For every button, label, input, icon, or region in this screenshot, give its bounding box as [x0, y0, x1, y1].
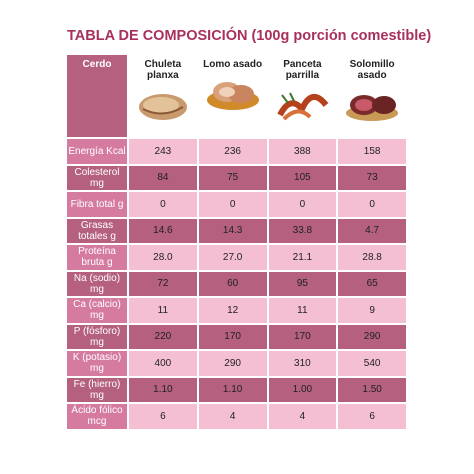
- table-row: K (potasio) mg 400 290 310 540: [65, 349, 408, 378]
- row-label: Ácido fólico mcg: [65, 402, 129, 431]
- table-row: Ácido fólico mcg 6 4 4 6: [65, 402, 408, 431]
- cell: 170: [266, 322, 339, 351]
- cell: 290: [196, 349, 269, 378]
- cell: 158: [336, 137, 408, 166]
- cell: 75: [196, 163, 269, 192]
- food-photo: [206, 82, 259, 110]
- table-row: Energía Kcal 243 236 388 158: [65, 137, 408, 166]
- cell: 33.8: [266, 216, 339, 245]
- cell: 11: [266, 296, 339, 325]
- cell: 220: [127, 322, 199, 351]
- column-name: Solomillo asado: [349, 59, 395, 81]
- cell: 1.50: [336, 375, 408, 404]
- food-photo: [138, 94, 187, 120]
- column-header: Lomo asado: [196, 53, 269, 139]
- cell: 4.7: [336, 216, 408, 245]
- cell: 84: [127, 163, 199, 192]
- table-row: Fe (hierro) mg 1.10 1.10 1.00 1.50: [65, 375, 408, 404]
- cell: 1.10: [127, 375, 199, 404]
- table-row: Na (sodio) mg 72 60 95 65: [65, 269, 408, 298]
- table-row: Grasas totales g 14.6 14.3 33.8 4.7: [65, 216, 408, 245]
- column-name: Lomo asado: [203, 59, 263, 70]
- cell: 12: [196, 296, 269, 325]
- food-photo: [346, 95, 399, 121]
- row-label: Colesterol mg: [65, 163, 129, 192]
- cell: 4: [196, 402, 269, 431]
- cell: 60: [196, 269, 269, 298]
- column-header: Chuleta planxa: [127, 53, 199, 139]
- cell: 73: [336, 163, 408, 192]
- cell: 1.00: [266, 375, 339, 404]
- cell: 243: [127, 137, 199, 166]
- cell: 236: [196, 137, 269, 166]
- cell: 400: [127, 349, 199, 378]
- row-label: Na (sodio) mg: [65, 269, 129, 298]
- row-label: K (potasio) mg: [65, 349, 129, 378]
- cell: 4: [266, 402, 339, 431]
- cell: 21.1: [266, 243, 339, 272]
- cell: 1.10: [196, 375, 269, 404]
- cell: 6: [336, 402, 408, 431]
- table-body: Energía Kcal 243 236 388 158 Colesterol mg 84 7…: [65, 137, 408, 431]
- cell: 290: [336, 322, 408, 351]
- row-label: Energía Kcal: [65, 137, 129, 166]
- corner-header: Cerdo: [65, 53, 129, 139]
- nutrition-table: Cerdo Chuleta planxa Lomo asado Panceta par…: [65, 53, 408, 431]
- cell: 28.0: [127, 243, 199, 272]
- cell: 11: [127, 296, 199, 325]
- table-row: Ca (calcio) mg 11 12 11 9: [65, 296, 408, 325]
- column-header: Panceta parrilla: [266, 53, 339, 139]
- cell: 9: [336, 296, 408, 325]
- cell: 72: [127, 269, 199, 298]
- cell: 388: [266, 137, 339, 166]
- cell: 0: [127, 190, 199, 219]
- row-label: Fe (hierro) mg: [65, 375, 129, 404]
- cell: 310: [266, 349, 339, 378]
- header-row: Cerdo Chuleta planxa Lomo asado Panceta par…: [65, 53, 408, 139]
- row-label: Proteína bruta g: [65, 243, 129, 272]
- row-label: Ca (calcio) mg: [65, 296, 129, 325]
- cell: 14.6: [127, 216, 199, 245]
- table-row: Colesterol mg 84 75 105 73: [65, 163, 408, 192]
- title: TABLA DE COMPOSICIÓN (100g porción comes…: [67, 28, 432, 44]
- row-label: Fibra total g: [65, 190, 129, 219]
- row-label: Grasas totales g: [65, 216, 129, 245]
- row-label: P (fósforo) mg: [65, 322, 129, 351]
- cell: 95: [266, 269, 339, 298]
- cell: 170: [196, 322, 269, 351]
- column-name: Chuleta planxa: [144, 59, 182, 81]
- cell: 0: [266, 190, 339, 219]
- cell: 65: [336, 269, 408, 298]
- cell: 6: [127, 402, 199, 431]
- cell: 14.3: [196, 216, 269, 245]
- food-photo: [277, 92, 329, 121]
- cell: 540: [336, 349, 408, 378]
- cell: 28.8: [336, 243, 408, 272]
- cell: 27.0: [196, 243, 269, 272]
- cell: 0: [336, 190, 408, 219]
- table-row: P (fósforo) mg 220 170 170 290: [65, 322, 408, 351]
- table-row: Proteína bruta g 28.0 27.0 21.1 28.8: [65, 243, 408, 272]
- cell: 0: [196, 190, 269, 219]
- column-name: Panceta parrilla: [283, 59, 322, 81]
- cell: 105: [266, 163, 339, 192]
- column-header: Solomillo asado: [336, 53, 408, 139]
